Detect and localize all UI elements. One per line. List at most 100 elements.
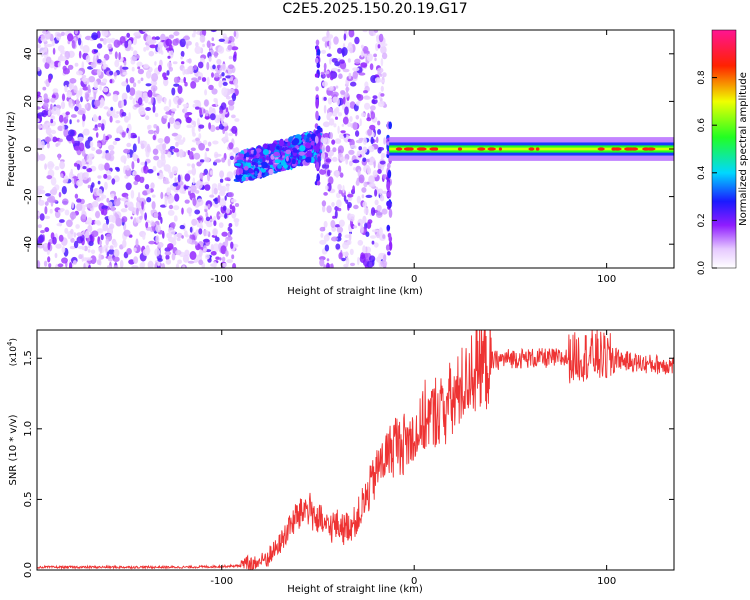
heatmap-cell (195, 180, 203, 190)
heatmap-cell (369, 124, 376, 131)
heatmap-cell (139, 262, 144, 268)
heatmap-cell (177, 85, 183, 95)
heatmap-cell (40, 35, 45, 39)
snr-plot-area (37, 330, 674, 570)
heatmap-cell (382, 43, 388, 47)
heatmap-cell (97, 175, 102, 179)
heatmap-cell (51, 39, 55, 47)
heatmap-ytick-label: 20 (23, 95, 34, 108)
heatmap-cell (142, 30, 150, 33)
heatmap-cell (125, 165, 130, 171)
heatmap-cell (116, 111, 120, 115)
heatmap-cell (101, 205, 108, 210)
heatmap-cell (359, 118, 362, 127)
heatmap-cell (136, 91, 143, 96)
heatmap-cell (231, 125, 238, 134)
heatmap-cell (171, 132, 179, 137)
heatmap-cell (151, 201, 156, 210)
heatmap-cell (107, 265, 112, 268)
heatmap-cell (345, 158, 349, 165)
heatmap-cell (145, 70, 152, 79)
heatmap-cell (339, 59, 345, 64)
heatmap-cell (350, 216, 355, 222)
heatmap-cell (65, 111, 70, 116)
heatmap-cell (153, 155, 160, 161)
carrier-hotspot (429, 147, 438, 151)
heatmap-cell (193, 120, 197, 128)
heatmap-cell (177, 259, 183, 265)
heatmap-cell (49, 208, 53, 214)
heatmap-cell (340, 90, 346, 95)
heatmap-cell (188, 151, 194, 160)
heatmap-cell (193, 152, 201, 160)
heatmap-cell (153, 212, 159, 219)
heatmap-cell (150, 182, 155, 189)
heatmap-cell (195, 42, 199, 48)
heatmap-cell (225, 131, 228, 139)
heatmap-cell (379, 160, 386, 165)
heatmap-cell (157, 242, 164, 248)
heatmap-cell (163, 76, 169, 81)
heatmap-cell (37, 118, 40, 123)
heatmap-xlabel: Height of straight line (km) (287, 286, 423, 297)
heatmap-cell (355, 179, 360, 186)
heatmap-cell (164, 197, 168, 207)
heatmap-cell (173, 83, 180, 87)
heatmap-cell (121, 131, 126, 138)
heatmap-cell (101, 123, 105, 131)
heatmap-cell (51, 186, 58, 196)
heatmap-cell (116, 167, 120, 172)
heatmap-cell (133, 256, 139, 264)
snr-ytick-label: 0.5 (23, 491, 34, 507)
heatmap-cell (206, 76, 210, 86)
heatmap-cell (113, 72, 118, 77)
heatmap-cell (119, 36, 126, 45)
heatmap-xtick-label: 0 (411, 274, 417, 285)
heatmap-cell (338, 232, 342, 238)
heatmap-cell (372, 95, 378, 99)
heatmap-ytick-label: -20 (23, 188, 34, 204)
heatmap-cell (152, 165, 157, 172)
heatmap-cell (377, 101, 385, 108)
heatmap-cell (132, 170, 137, 176)
heatmap-cell (157, 258, 163, 262)
heatmap-cell (357, 256, 360, 266)
heatmap-cell (374, 199, 379, 206)
heatmap-cell (164, 136, 171, 144)
heatmap-cell (284, 138, 290, 143)
heatmap-cell (189, 184, 197, 193)
heatmap-cell (373, 30, 379, 33)
heatmap-cell (61, 31, 65, 36)
heatmap-cell (227, 192, 234, 198)
heatmap-cell (358, 72, 366, 76)
heatmap-cell (67, 33, 74, 42)
heatmap-cell (137, 97, 143, 106)
heatmap-cell (213, 220, 217, 227)
snr-series-line (37, 330, 674, 570)
heatmap-cell (343, 263, 349, 268)
heatmap-cell (87, 184, 91, 189)
heatmap-cell (84, 104, 88, 110)
heatmap-cell (116, 126, 123, 133)
heatmap-cell (349, 262, 356, 267)
heatmap-cell (333, 123, 337, 128)
heatmap-cell (345, 31, 348, 39)
heatmap-cell (191, 218, 198, 226)
heatmap-cell (74, 105, 79, 112)
heatmap-cell (172, 61, 178, 65)
heatmap-cell (76, 119, 80, 123)
heatmap-cell (127, 130, 131, 140)
heatmap-cell (338, 252, 343, 260)
heatmap-cell (239, 153, 245, 158)
heatmap-cell (342, 68, 350, 73)
heatmap-cell (144, 161, 148, 167)
heatmap-cell (247, 159, 252, 164)
heatmap-cell (101, 155, 106, 159)
heatmap-cell (226, 259, 233, 264)
heatmap-cell (95, 132, 99, 138)
heatmap-cell (386, 224, 391, 231)
heatmap-cell (155, 144, 163, 150)
heatmap-cell (348, 30, 355, 38)
heatmap-cell (224, 195, 227, 201)
heatmap-cell (213, 51, 218, 58)
